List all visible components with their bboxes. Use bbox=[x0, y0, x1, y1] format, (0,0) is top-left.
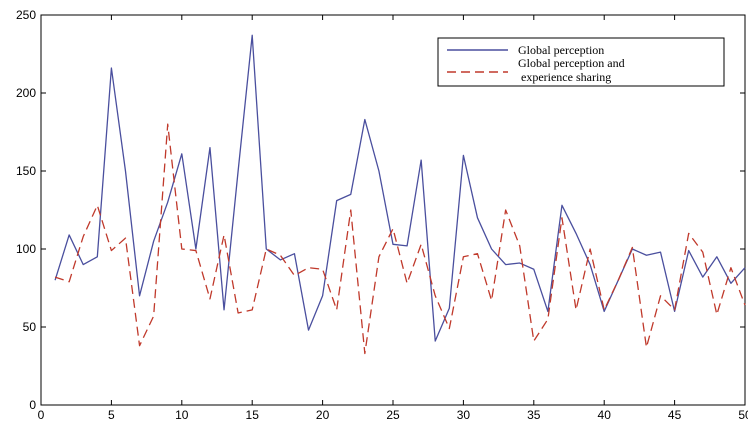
y-tick-label: 100 bbox=[16, 242, 36, 256]
x-tick-label: 25 bbox=[386, 408, 400, 422]
y-axis: 0 50 100 150 200 250 bbox=[16, 8, 745, 412]
legend-label-experience-sharing-line2: experience sharing bbox=[521, 70, 611, 84]
y-tick-label: 250 bbox=[16, 8, 36, 22]
x-tick-label: 5 bbox=[108, 408, 115, 422]
series-layer bbox=[54, 34, 746, 355]
y-tick-label: 150 bbox=[16, 164, 36, 178]
legend-box bbox=[437, 37, 725, 87]
x-tick-label: 30 bbox=[457, 408, 471, 422]
y-tick-label: 50 bbox=[23, 320, 37, 334]
y-tick-label: 200 bbox=[16, 86, 36, 100]
x-tick-label: 0 bbox=[38, 408, 45, 422]
legend: Global perception Global perception and … bbox=[437, 37, 725, 87]
x-tick-label: 10 bbox=[175, 408, 189, 422]
y-tick-label: 0 bbox=[29, 398, 36, 412]
legend-label-experience-sharing-line1: Global perception and bbox=[518, 56, 625, 70]
x-tick-label: 20 bbox=[316, 408, 330, 422]
x-tick-label: 35 bbox=[527, 408, 541, 422]
x-tick-label: 45 bbox=[668, 408, 682, 422]
legend-label-global-perception: Global perception bbox=[518, 43, 604, 57]
x-tick-label: 15 bbox=[246, 408, 260, 422]
series-line-experience-sharing bbox=[54, 123, 746, 355]
x-axis: 0 5 10 15 20 25 30 35 40 45 50 bbox=[38, 15, 748, 422]
x-tick-label: 50 bbox=[738, 408, 748, 422]
x-tick-label: 40 bbox=[598, 408, 612, 422]
